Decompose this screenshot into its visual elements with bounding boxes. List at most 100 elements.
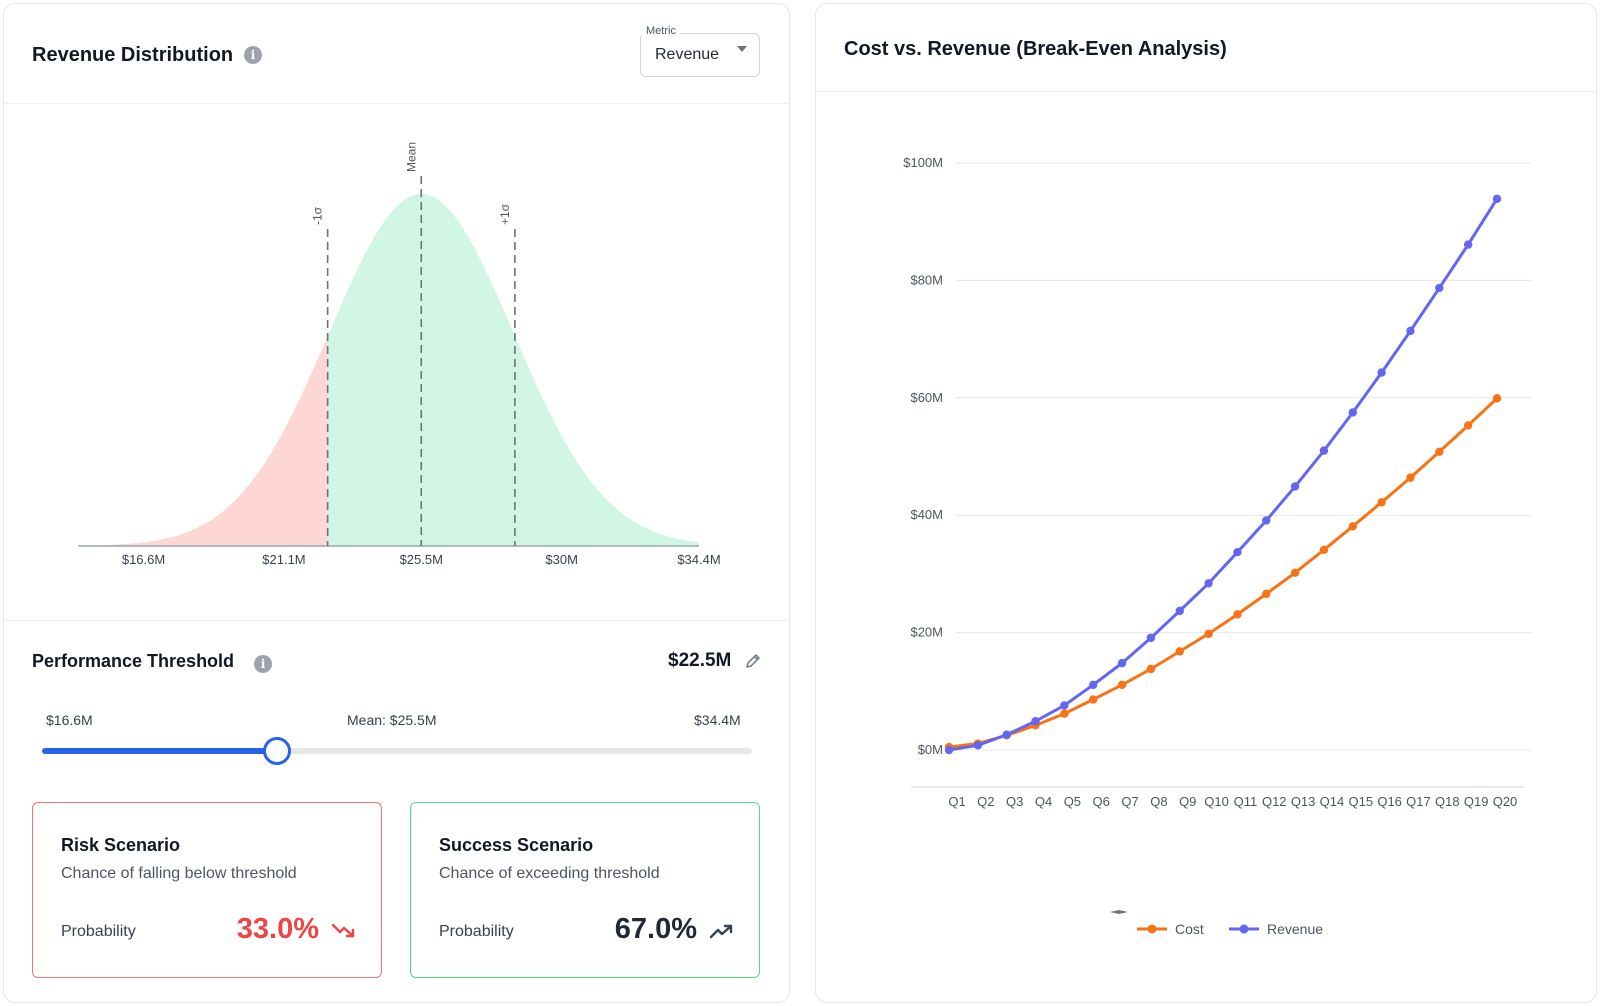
x-tick-label: Q19 <box>1464 794 1489 809</box>
below-threshold-area <box>78 336 328 546</box>
data-point-cost <box>1146 664 1156 674</box>
legend-label: Revenue <box>1267 921 1323 937</box>
data-point-revenue <box>1348 408 1357 417</box>
info-icon[interactable]: i <box>244 46 262 64</box>
x-tick-label: Q20 <box>1493 794 1518 809</box>
data-point-cost <box>1089 695 1098 704</box>
y-tick-label: $60M <box>910 390 943 405</box>
x-tick-label: Q3 <box>1006 794 1023 809</box>
y-tick-label: $20M <box>910 625 943 640</box>
data-point-cost <box>1262 589 1271 599</box>
success-subtitle: Chance of exceeding threshold <box>439 865 660 882</box>
x-tick-label: Q7 <box>1121 794 1138 809</box>
data-point-revenue <box>973 741 983 750</box>
data-point-revenue <box>1031 717 1040 726</box>
series-line-cost <box>948 397 1499 749</box>
x-tick-label: Q5 <box>1064 794 1081 809</box>
x-tick-label: $34.4M <box>677 552 720 567</box>
metric-select[interactable]: Revenue <box>640 33 760 77</box>
data-point-revenue <box>1262 516 1271 525</box>
chevron-down-icon <box>737 46 747 52</box>
data-point-cost <box>1463 421 1473 430</box>
data-point-cost <box>1406 473 1415 482</box>
trending-up-icon <box>709 924 733 939</box>
x-tick-label: Q6 <box>1093 794 1110 809</box>
x-tick-label: Q12 <box>1262 794 1287 809</box>
above-threshold-area <box>327 194 699 546</box>
y-tick-label: $40M <box>910 507 943 522</box>
data-point-revenue <box>1175 606 1184 616</box>
metric-selected-value: Revenue <box>655 46 720 63</box>
data-point-cost <box>1492 394 1502 403</box>
pencil-icon[interactable] <box>744 652 762 670</box>
legend-marker <box>1147 924 1157 934</box>
data-point-revenue <box>1319 446 1329 455</box>
break-even-chart: $0M $20M $40M $60M $80M $100M Q1 Q2 Q3 Q4 Q5 Q6 Q7 Q8… <box>903 155 1531 937</box>
risk-subtitle: Chance of falling below threshold <box>61 865 297 882</box>
data-point-revenue <box>944 745 954 755</box>
success-title: Success Scenario <box>439 835 594 855</box>
info-icon[interactable]: i <box>254 655 272 673</box>
threshold-title: Performance Threshold <box>32 651 235 671</box>
x-tick-label: Q4 <box>1035 794 1052 809</box>
success-probability-value: 67.0% <box>614 913 697 945</box>
slider-thumb[interactable] <box>263 737 292 765</box>
y-tick-label: $80M <box>910 272 943 287</box>
series-line-revenue <box>948 198 1499 752</box>
x-tick-label: Q16 <box>1377 794 1402 809</box>
y-tick-label: $100M <box>903 155 943 170</box>
data-point-revenue <box>1233 547 1242 557</box>
data-point-cost <box>1348 522 1357 531</box>
data-point-cost <box>1060 709 1069 718</box>
legend-label: Cost <box>1175 921 1204 937</box>
x-tick-label: Q1 <box>948 794 965 809</box>
slider-max-label: $34.4M <box>694 712 741 728</box>
data-point-cost <box>1204 629 1213 638</box>
x-tick-label: Q17 <box>1406 794 1431 809</box>
legend-handle-icon <box>1110 910 1128 914</box>
data-point-cost <box>1377 498 1386 507</box>
section-divider <box>4 620 789 621</box>
data-point-revenue <box>1492 194 1502 204</box>
x-tick-label: $16.6M <box>122 552 165 567</box>
data-point-cost <box>1435 447 1444 457</box>
data-point-cost <box>1117 680 1127 690</box>
x-tick-label: Q11 <box>1234 794 1258 809</box>
x-tick-label: Q2 <box>977 794 994 809</box>
break-even-card: Cost vs. Revenue (Break-Even Analysis) $… <box>815 3 1597 1003</box>
data-point-revenue <box>1463 240 1473 249</box>
x-tick-label: Q8 <box>1150 794 1167 809</box>
legend-marker <box>1239 924 1249 934</box>
data-point-cost <box>1175 647 1184 656</box>
risk-probability-value: 33.0% <box>236 913 319 945</box>
card-header: Cost vs. Revenue (Break-Even Analysis) <box>816 4 1596 92</box>
data-point-revenue <box>1290 482 1300 491</box>
card-title: Cost vs. Revenue (Break-Even Analysis) <box>844 38 1227 60</box>
card-header: Revenue Distribution i Revenue Metric <box>4 4 789 104</box>
x-tick-label: $25.5M <box>400 552 443 567</box>
threshold-slider[interactable] <box>42 737 752 765</box>
marker-label: +1σ <box>498 203 512 225</box>
data-point-revenue <box>1117 658 1127 668</box>
x-tick-label: Q14 <box>1320 794 1345 809</box>
slider-fill <box>42 748 278 754</box>
x-tick-label: Q9 <box>1179 794 1196 809</box>
card-title: Revenue Distribution <box>32 44 234 66</box>
data-point-revenue <box>1089 680 1098 690</box>
metric-select-label: Metric <box>642 25 680 37</box>
slider-mean-label: Mean: $25.5M <box>347 712 437 728</box>
data-point-cost <box>1233 610 1242 619</box>
x-tick-label: $21.1M <box>262 552 305 567</box>
y-tick-label: $0M <box>918 742 943 757</box>
trending-down-icon <box>331 923 355 938</box>
marker-label: -1σ <box>311 206 325 225</box>
marker-label: Mean <box>404 142 418 172</box>
x-tick-label: Q18 <box>1435 794 1460 809</box>
x-tick-label: Q10 <box>1204 794 1229 809</box>
threshold-value: $22.5M <box>668 650 732 671</box>
risk-scenario-card: Risk Scenario Chance of falling below th… <box>32 802 382 978</box>
data-point-revenue <box>1146 633 1156 643</box>
data-point-revenue <box>1406 326 1415 336</box>
x-tick-label: Q13 <box>1291 794 1316 809</box>
risk-title: Risk Scenario <box>61 835 181 855</box>
